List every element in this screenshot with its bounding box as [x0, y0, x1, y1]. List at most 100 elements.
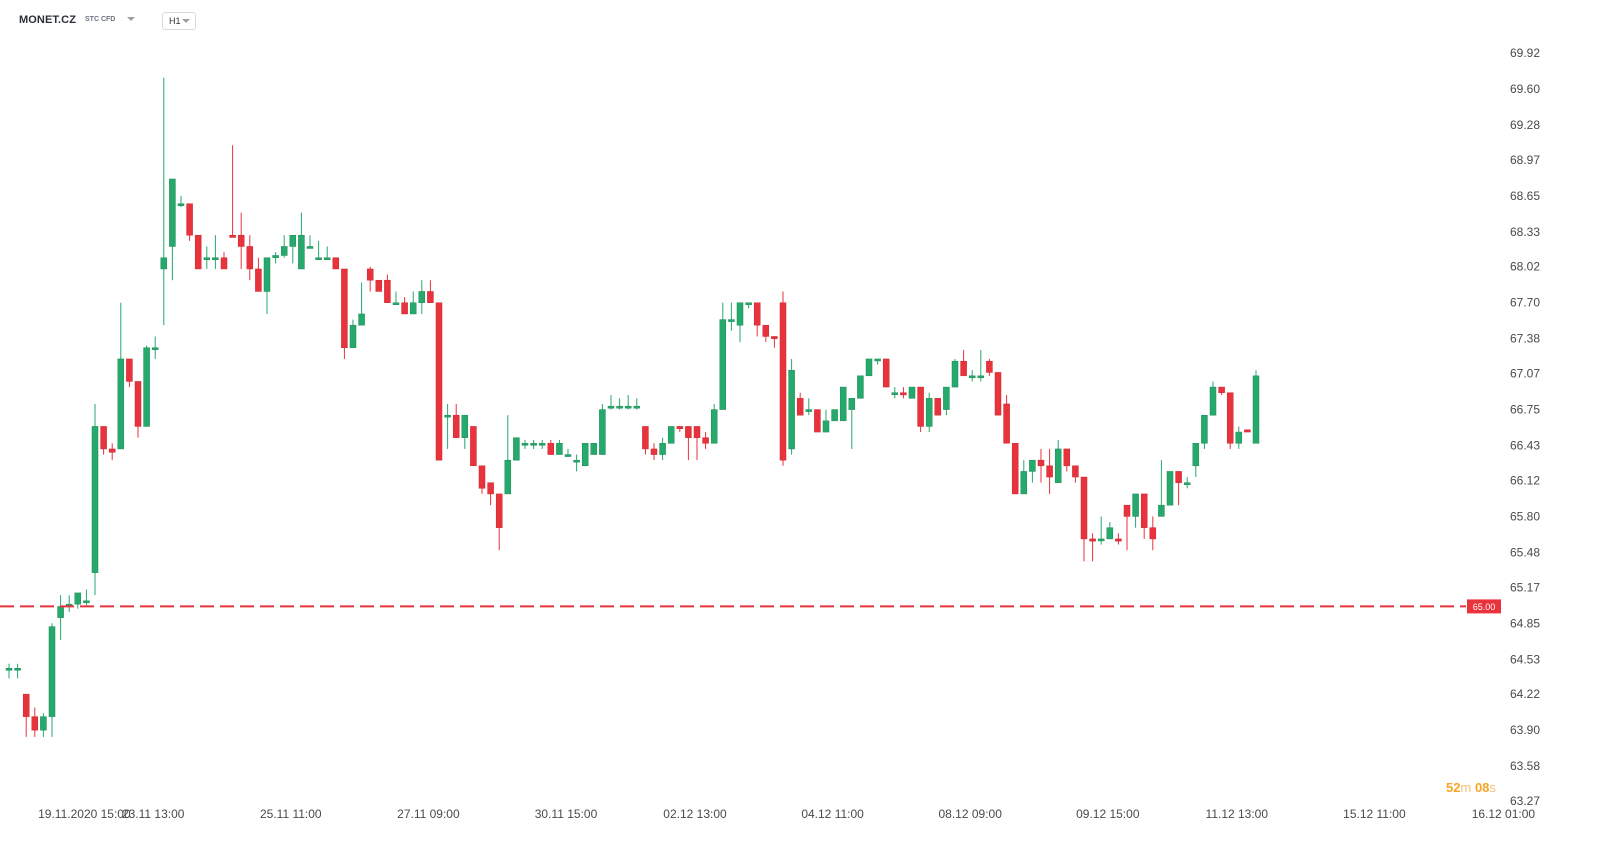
candle-body[interactable]: [435, 302, 443, 461]
candle-body[interactable]: [865, 358, 873, 377]
candle-body[interactable]: [332, 257, 340, 270]
candle-body[interactable]: [74, 592, 82, 605]
candle-body[interactable]: [1003, 403, 1010, 444]
instrument-symbol[interactable]: MONET.CZ: [19, 14, 77, 26]
candle-body[interactable]: [177, 203, 185, 206]
timeframe-select[interactable]: H1: [162, 12, 196, 30]
candle-body[interactable]: [323, 257, 331, 260]
candle-body[interactable]: [169, 178, 176, 247]
candle-body[interactable]: [1218, 386, 1225, 393]
candle-body[interactable]: [1072, 465, 1079, 478]
candle-body[interactable]: [642, 426, 649, 450]
candle-body[interactable]: [891, 392, 899, 395]
candle-body[interactable]: [1046, 465, 1053, 478]
candle-body[interactable]: [246, 246, 254, 270]
candle-body[interactable]: [848, 398, 856, 410]
candle-body[interactable]: [280, 246, 288, 256]
candle-body[interactable]: [401, 302, 408, 315]
candle-body[interactable]: [1209, 386, 1217, 416]
candle-body[interactable]: [495, 493, 503, 528]
candle-body[interactable]: [1089, 538, 1096, 542]
candle-body[interactable]: [470, 426, 477, 467]
candle-body[interactable]: [762, 324, 770, 337]
candle-body[interactable]: [702, 437, 709, 444]
candle-body[interactable]: [272, 255, 279, 258]
candle-body[interactable]: [581, 443, 589, 467]
candle-body[interactable]: [478, 465, 486, 489]
candle-body[interactable]: [659, 443, 666, 455]
candle-body[interactable]: [306, 246, 314, 249]
candle-body[interactable]: [298, 234, 305, 270]
candle-body[interactable]: [874, 358, 881, 362]
candle-body[interactable]: [237, 234, 245, 247]
candle-body[interactable]: [710, 409, 718, 444]
candle-body[interactable]: [831, 409, 838, 422]
candle-body[interactable]: [1106, 527, 1114, 540]
candle-body[interactable]: [461, 414, 469, 438]
candle-body[interactable]: [1158, 504, 1165, 517]
candle-body[interactable]: [650, 448, 658, 455]
candle-body[interactable]: [504, 459, 512, 495]
candle-body[interactable]: [1029, 459, 1036, 472]
candle-body[interactable]: [693, 426, 701, 438]
candle-body[interactable]: [968, 375, 976, 379]
candle-body[interactable]: [1183, 482, 1191, 485]
candle-body[interactable]: [943, 386, 950, 410]
candle-body[interactable]: [633, 405, 641, 409]
candle-body[interactable]: [882, 358, 890, 388]
candle-body[interactable]: [745, 302, 752, 305]
candle-body[interactable]: [229, 234, 236, 238]
candle-body[interactable]: [341, 268, 348, 348]
candle-body[interactable]: [728, 319, 735, 322]
candle-body[interactable]: [349, 324, 357, 348]
candle-body[interactable]: [599, 409, 606, 455]
candle-body[interactable]: [753, 302, 761, 326]
candle-body[interactable]: [1226, 392, 1234, 444]
candle-body[interactable]: [994, 372, 1002, 416]
candle-body[interactable]: [1115, 538, 1122, 542]
candle-body[interactable]: [624, 405, 632, 409]
candle-body[interactable]: [203, 257, 211, 260]
candle-body[interactable]: [900, 392, 907, 396]
candle-body[interactable]: [194, 234, 202, 270]
candle-body[interactable]: [220, 257, 228, 270]
candle-body[interactable]: [126, 358, 133, 382]
candle-body[interactable]: [1201, 414, 1208, 444]
candle-body[interactable]: [375, 279, 383, 292]
candle-body[interactable]: [143, 347, 150, 427]
candle-body[interactable]: [427, 291, 434, 303]
candle-body[interactable]: [934, 398, 942, 416]
candle-body[interactable]: [151, 347, 159, 350]
candle-body[interactable]: [289, 234, 297, 247]
candle-body[interactable]: [315, 257, 322, 260]
candle-body[interactable]: [590, 443, 598, 455]
candle-body[interactable]: [358, 313, 365, 326]
candle-body[interactable]: [255, 268, 262, 292]
candle-body[interactable]: [538, 443, 546, 446]
candle-body[interactable]: [134, 381, 142, 427]
candle-body[interactable]: [607, 405, 615, 409]
candle-body[interactable]: [160, 257, 168, 270]
candle-body[interactable]: [839, 386, 847, 422]
candle-body[interactable]: [513, 437, 520, 461]
instrument-dropdown-chevron-icon[interactable]: [127, 17, 135, 21]
candle-body[interactable]: [1244, 429, 1251, 433]
candle-body[interactable]: [14, 668, 21, 671]
candle-body[interactable]: [1063, 448, 1071, 467]
candle-body[interactable]: [83, 600, 90, 604]
candle-body[interactable]: [530, 443, 537, 446]
candle-body[interactable]: [392, 302, 400, 305]
candle-body[interactable]: [40, 716, 47, 731]
candle-body[interactable]: [736, 302, 744, 326]
candle-body[interactable]: [547, 443, 555, 455]
candle-body[interactable]: [366, 268, 374, 281]
candle-body[interactable]: [616, 405, 623, 409]
candle-body[interactable]: [444, 414, 451, 418]
candle-body[interactable]: [667, 426, 675, 444]
candle-body[interactable]: [814, 409, 821, 433]
candle-body[interactable]: [186, 203, 193, 236]
candle-body[interactable]: [564, 454, 572, 457]
candle-body[interactable]: [1097, 538, 1105, 542]
candle-body[interactable]: [108, 448, 116, 453]
